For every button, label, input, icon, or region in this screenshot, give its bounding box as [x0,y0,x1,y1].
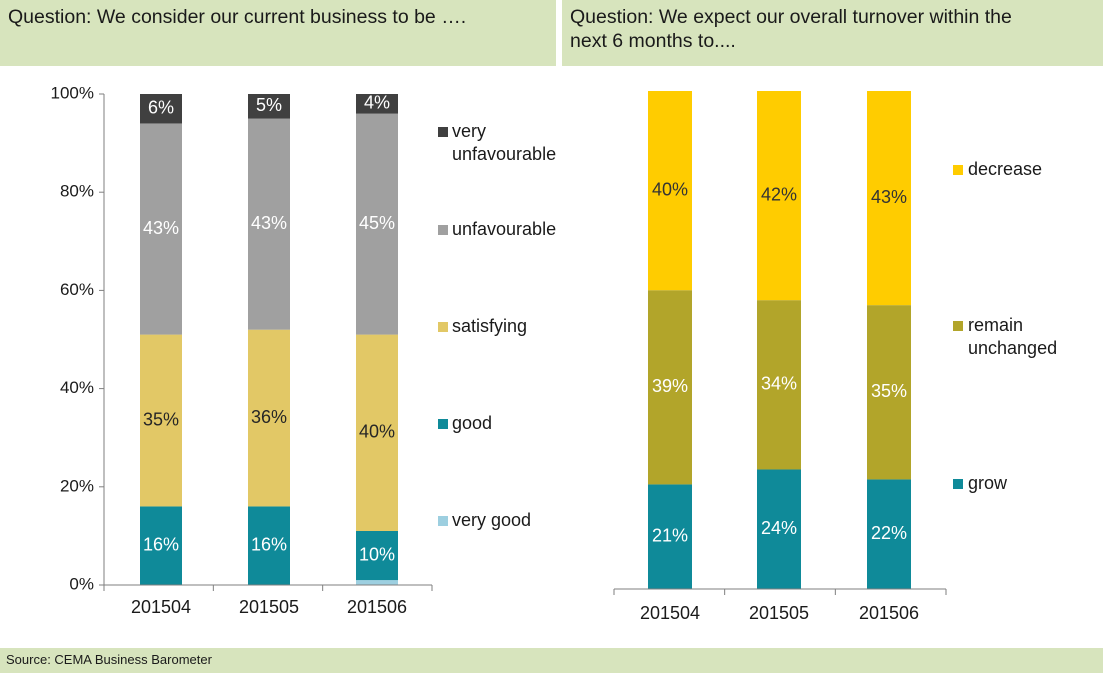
chart2-bar-decrease-201505 [757,91,801,301]
chart1-x-tick-label-201506: 201506 [347,597,407,617]
chart1-y-tick-label: 80% [60,182,94,201]
chart1-data-label-very-unfavourable-201506: 4% [364,93,390,113]
chart1-bar-good-201504 [140,506,182,585]
chart2-data-label-decrease-201505: 42% [761,184,797,204]
chart1-bar-very-good-201506 [356,580,398,585]
chart1-data-label-very-unfavourable-201505: 5% [256,95,282,115]
chart2-legend-label-grow: grow [968,473,1008,493]
chart1-bar-unfavourable-201504 [140,123,182,335]
chart2-bar-grow-201504 [648,484,692,589]
chart1-x-tick-label-201504: 201504 [131,597,191,617]
chart1-legend-label-satisfying: satisfying [452,316,527,336]
chart1-data-label-unfavourable-201504: 43% [143,218,179,238]
chart1-data-label-satisfying-201504: 35% [143,409,179,429]
chart2-bar-grow-201505 [757,469,801,589]
chart2-data-label-decrease-201504: 40% [652,179,688,199]
chart2-x-tick-label-201505: 201505 [749,603,809,623]
chart1-y-tick-label: 100% [51,83,94,102]
chart1-bar-satisfying-201506 [356,334,398,531]
right-question-line-1: Question: We expect our overall turnover… [570,6,1012,28]
chart1-legend-label-very-unfavourable: very unfavourable [452,121,556,164]
left-question-header: Question: We consider our current busine… [0,0,556,66]
chart1-legend-label-unfavourable: unfavourable [452,219,556,239]
chart1-y-tick-label: 40% [60,378,94,397]
chart1-bar-satisfying-201505 [248,329,290,507]
chart1-legend-label-very-good: very good [452,510,531,530]
source-text: Source: CEMA Business Barometer [6,652,212,667]
chart2-data-label-remain-unchanged-201504: 39% [652,376,688,396]
chart1-y-tick-label: 0% [69,574,94,593]
chart2-x-tick-label-201504: 201504 [640,603,700,623]
chart1-bar-very-unfavourable-201504 [140,94,182,124]
right-question-line-2: next 6 months to.... [570,30,736,52]
chart2-data-label-remain-unchanged-201506: 35% [871,381,907,401]
chart1-x-tick-label-201505: 201505 [239,597,299,617]
chart2-bar-remain-unchanged-201504 [648,290,692,485]
chart1-bar-very-unfavourable-201505 [248,94,290,119]
chart2-legend-swatch-decrease [953,165,963,175]
left-question-text: Question: We consider our current busine… [8,6,467,28]
chart1-data-label-unfavourable-201506: 45% [359,213,395,233]
chart2-bar-decrease-201506 [867,91,911,306]
chart2-legend-swatch-grow [953,479,963,489]
chart1-bar-unfavourable-201505 [248,118,290,330]
chart1-data-label-very-unfavourable-201504: 6% [148,97,174,117]
chart1-bar-good-201506 [356,530,398,581]
chart1-legend-swatch-good [438,419,448,429]
chart1-data-label-satisfying-201506: 40% [359,422,395,442]
chart2-legend-swatch-remain-unchanged [953,321,963,331]
chart1-data-label-unfavourable-201505: 43% [251,213,287,233]
chart1-y-tick-label: 60% [60,280,94,299]
chart2-bar-remain-unchanged-201506 [867,305,911,480]
chart2-x-tick-label-201506: 201506 [859,603,919,623]
charts-area: 16% 35% 43% 6% 16% 36% 43% 5% 10% 40% 45% 4% 0% 20% 40… [51,83,1058,623]
chart2-data-label-grow-201504: 21% [652,525,688,545]
right-question-header: Question: We expect our overall turnover… [562,0,1103,66]
chart1-data-label-good-201504: 16% [143,534,179,554]
chart2-bar-decrease-201504 [648,91,692,291]
source-footer: Source: CEMA Business Barometer [0,648,1103,673]
chart2-legend-label-remain-unchanged: remain unchanged [968,315,1057,358]
chart1-data-label-satisfying-201505: 36% [251,407,287,427]
chart1-data-label-good-201506: 10% [359,544,395,564]
chart1-y-tick-label: 20% [60,476,94,495]
chart1-bar-very-unfavourable-201506 [356,94,398,114]
chart2-legend-label-decrease: decrease [968,159,1042,179]
chart1-legend-swatch-satisfying [438,322,448,332]
chart2-bar-grow-201506 [867,479,911,589]
chart2-data-label-decrease-201506: 43% [871,187,907,207]
chart1-legend-swatch-very-good [438,516,448,526]
chart2-bar-remain-unchanged-201505 [757,300,801,470]
chart2-data-label-grow-201506: 22% [871,523,907,543]
chart1-legend-swatch-very-unfavourable [438,127,448,137]
chart1-data-label-good-201505: 16% [251,534,287,554]
chart1-legend-swatch-unfavourable [438,225,448,235]
chart1-bar-good-201505 [248,506,290,585]
chart2-data-label-grow-201505: 24% [761,518,797,538]
chart2-data-label-remain-unchanged-201505: 34% [761,374,797,394]
chart1-legend-label-good: good [452,413,492,433]
chart1-bar-unfavourable-201506 [356,113,398,335]
chart1-bar-satisfying-201504 [140,334,182,507]
